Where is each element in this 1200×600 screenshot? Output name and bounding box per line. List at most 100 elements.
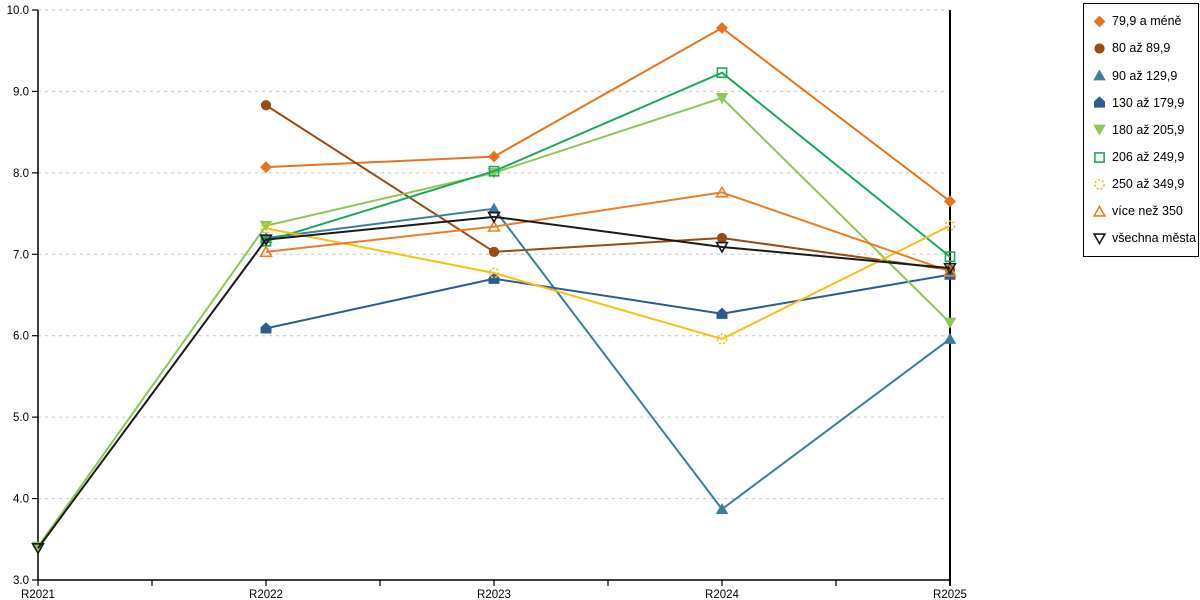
data-point-marker [944,220,956,232]
data-point-marker [944,251,956,263]
series-line [265,224,951,340]
y-axis-tick-label: 9.0 [13,86,29,98]
y-axis-tick-label: 8.0 [13,168,29,180]
legend-marker-icon [1094,151,1105,163]
data-point-marker [715,185,729,198]
data-point-marker [943,332,957,344]
series-3 [259,202,957,515]
data-point-marker [1094,43,1105,54]
legend-item: 180 až 205,9 [1092,122,1198,138]
data-point-marker [260,100,272,111]
series-line [265,71,951,258]
series-1 [260,22,956,208]
legend-marker-icon [1092,204,1107,217]
legend-marker-icon [1092,233,1107,246]
data-point-marker [715,241,729,254]
data-point-marker [716,22,728,34]
x-axis-tick-label: R2025 [933,589,967,600]
series-7 [260,220,956,345]
legend-item: 206 až 249,9 [1092,149,1198,165]
data-point-marker [716,333,728,345]
data-point-marker [260,161,272,174]
series-6 [260,67,956,263]
x-axis-tick-label: R2022 [249,589,283,600]
data-point-marker [944,195,956,208]
legend-item: 250 až 349,9 [1092,176,1198,192]
series-5 [31,93,957,553]
x-axis-tick-label: R2024 [705,589,739,600]
y-axis-tick-label: 4.0 [13,494,29,506]
data-point-marker [260,222,272,234]
legend-item-label: 250 až 349,9 [1112,176,1185,191]
legend-item-label: 130 až 179,9 [1112,95,1185,110]
legend-item-label: 90 až 129,9 [1112,68,1178,83]
data-point-marker [1094,151,1105,163]
y-axis-tick-label: 6.0 [13,331,29,343]
data-point-marker [487,219,501,232]
data-point-marker [488,246,500,257]
data-point-marker [943,262,957,275]
legend-marker-icon [1094,178,1105,190]
legend-item: 79,9 a méně [1092,14,1198,30]
data-point-marker [716,67,728,79]
data-point-marker [1093,15,1106,28]
legend-marker-icon [1094,96,1105,108]
data-point-marker [259,220,273,232]
legend-item-label: více než 350 [1112,204,1183,219]
series-line [265,104,951,271]
y-axis-tick-label: 3.0 [13,575,29,587]
legend-item-label: 80 až 89,9 [1112,41,1171,56]
data-point-marker [943,264,957,277]
data-point-marker [259,245,273,258]
legend-item: 80 až 89,9 [1092,41,1198,57]
data-point-marker [488,267,500,279]
legend-marker-icon [1093,69,1106,81]
legend-marker-icon [1093,125,1106,136]
legend-item: 130 až 179,9 [1092,95,1198,111]
data-point-marker [1094,96,1105,108]
data-point-marker [488,165,500,177]
legend-item-label: 206 až 249,9 [1112,149,1185,164]
series-line [37,215,951,549]
series-4 [260,268,956,334]
data-point-marker [943,317,957,329]
data-point-marker [1092,204,1107,217]
data-point-marker [31,543,45,555]
series-9 [31,211,957,555]
legend-item: 90 až 129,9 [1092,68,1198,84]
y-axis-tick-label: 10.0 [7,5,29,17]
data-point-marker [715,93,729,104]
legend-item-label: všechna města [1112,231,1197,246]
series-line [265,191,951,273]
data-point-marker [1093,69,1106,81]
legend-item: více než 350 [1092,203,1198,219]
data-point-marker [260,322,272,334]
y-axis-tick-label: 7.0 [13,249,29,261]
legend-marker-icon [1094,43,1105,54]
series-line [265,26,951,203]
legend-item-label: 180 až 205,9 [1112,122,1185,137]
data-point-marker [1092,233,1107,246]
legend-item: všechna města [1092,230,1198,246]
series-line [37,96,951,548]
legend-item-label: 79,9 a méně [1112,14,1182,29]
x-axis-tick-label: R2021 [21,589,55,600]
data-point-marker [716,307,728,319]
legend: 79,9 a méně 80 až 89,9 90 až 129,9 130 až 1… [1083,3,1199,257]
data-point-marker [487,211,501,224]
data-point-marker [1093,125,1106,136]
legend-marker-icon [1093,15,1106,28]
data-point-marker [488,150,500,163]
series-line [265,207,951,511]
data-point-marker [488,272,500,284]
data-point-marker [715,503,729,515]
x-axis-tick-label: R2023 [477,589,511,600]
data-point-marker [259,234,273,247]
series-line [265,273,951,330]
data-point-marker [1094,178,1105,190]
series-8 [259,185,957,277]
y-axis-tick-label: 5.0 [13,412,29,424]
data-point-marker [716,232,728,244]
